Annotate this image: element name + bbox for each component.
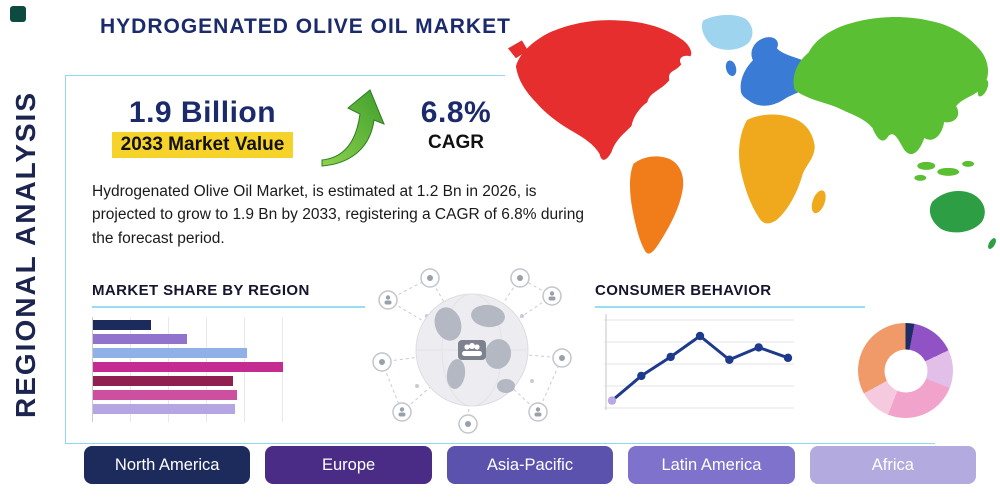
map-alaska [507, 40, 528, 59]
region-button-asia-pacific[interactable]: Asia-Pacific [446, 446, 614, 484]
map-island [914, 174, 927, 181]
bar-segment [93, 362, 283, 372]
side-label-regional-analysis: REGIONAL ANALYSIS [10, 90, 41, 418]
map-uk [725, 60, 737, 77]
map-asia [793, 16, 989, 155]
frame-top-border [65, 75, 505, 76]
map-island [962, 160, 975, 167]
frame-bottom-border [65, 443, 935, 444]
frame-left-border [65, 75, 66, 444]
bar-segment [93, 334, 187, 344]
consumer-behavior-line-chart [604, 314, 794, 410]
globe-continents [434, 304, 515, 393]
map-greenland [701, 14, 753, 50]
market-description: Hydrogenated Olive Oil Market, is estima… [92, 183, 584, 247]
consumer-behavior-heading: CONSUMER BEHAVIOR [595, 282, 865, 308]
market-share-heading: MARKET SHARE BY REGION [92, 282, 365, 308]
market-value-caption: 2033 Market Value [111, 132, 294, 158]
donut-chart [858, 323, 953, 418]
bar-segment [93, 390, 237, 400]
cagr-number: 6.8% [420, 96, 492, 129]
market-value-number: 1.9 Billion [128, 96, 277, 129]
bar-segment [93, 404, 235, 414]
region-button-latin-america[interactable]: Latin America [628, 446, 795, 484]
map-africa [739, 114, 815, 224]
region-buttons-row: North America Europe Asia-Pacific Latin … [84, 446, 977, 484]
map-island [917, 161, 936, 170]
market-value-stat: 1.9 Billion 2033 Market Value [95, 96, 310, 158]
page-title: HYDROGENATED OLIVE OIL MARKET [100, 15, 511, 38]
map-south-america [629, 156, 684, 254]
map-madagascar [811, 190, 826, 214]
logo-mark [10, 6, 26, 22]
network-node-icons [372, 268, 572, 434]
region-button-europe[interactable]: Europe [265, 446, 432, 484]
map-japan [977, 79, 989, 97]
bar-segment [93, 376, 233, 386]
growth-arrow-icon [318, 86, 390, 170]
region-button-africa[interactable]: Africa [809, 446, 977, 484]
cagr-caption: CAGR [428, 132, 484, 153]
map-new-zealand [988, 238, 996, 249]
bar-segment [93, 320, 151, 330]
map-north-america [515, 20, 692, 160]
team-icon [458, 340, 486, 360]
cagr-stat: 6.8% CAGR [404, 96, 508, 154]
globe-network-illustration [372, 268, 572, 434]
market-share-bar-chart [92, 317, 301, 422]
region-button-north-america[interactable]: North America [84, 446, 251, 484]
donut-hole [884, 349, 927, 392]
map-island [937, 167, 960, 176]
map-australia [929, 190, 985, 233]
world-map-illustration [507, 14, 996, 254]
bar-segment [93, 348, 247, 358]
